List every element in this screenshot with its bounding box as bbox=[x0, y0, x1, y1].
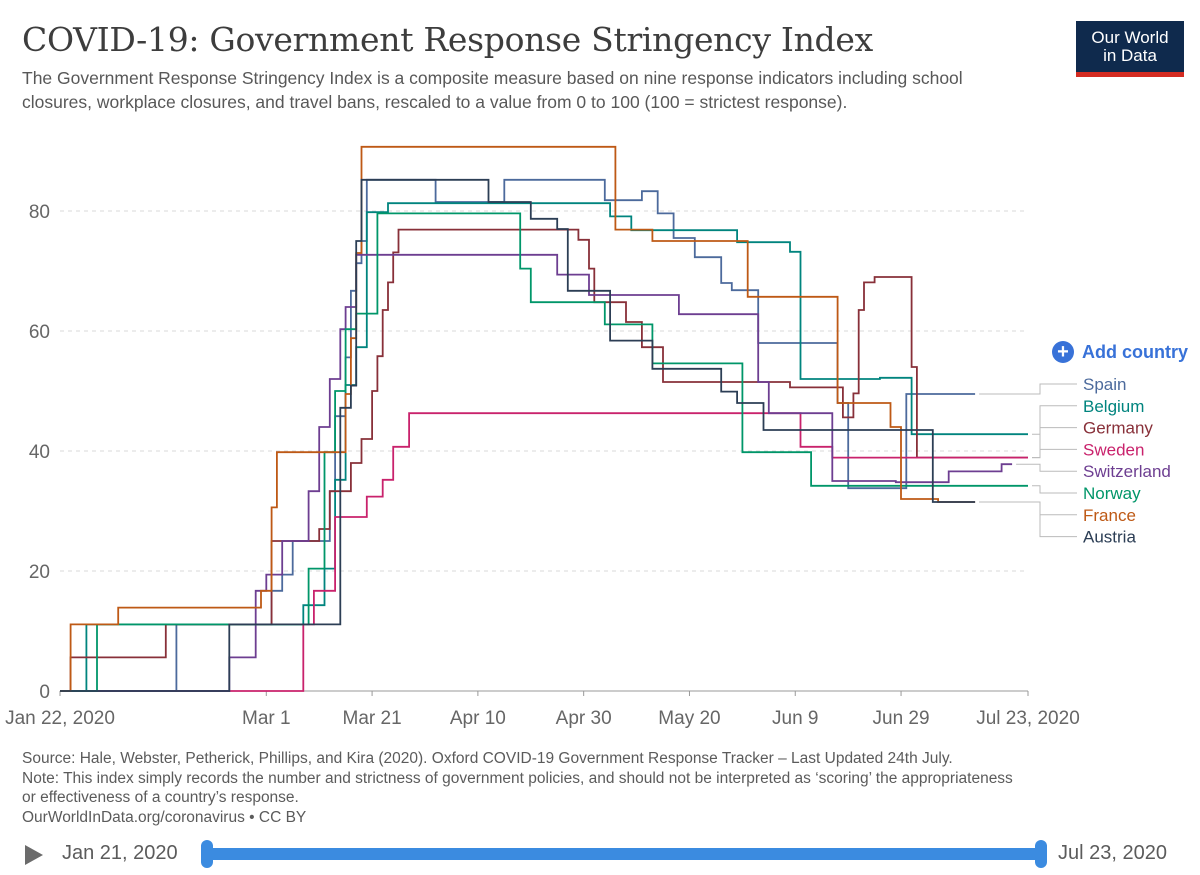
series-line-norway bbox=[60, 212, 1028, 692]
x-tick-label-4: Apr 30 bbox=[556, 708, 612, 729]
legend[interactable]: Spain Belgium Germany Sweden Switzerland Norw… bbox=[979, 375, 1171, 547]
chart-subtitle: The Government Response Stringency Index… bbox=[22, 68, 963, 112]
legend-label-switzerland[interactable]: Switzerland bbox=[1083, 462, 1171, 481]
y-tick-label-80: 80 bbox=[29, 202, 50, 223]
series-lines bbox=[60, 145, 1028, 692]
legend-connector-norway bbox=[1032, 485, 1077, 494]
legend-connector-switzerland bbox=[1016, 463, 1077, 472]
timeline-start-handle[interactable] bbox=[201, 840, 213, 868]
logo-line-1: Our World bbox=[1091, 28, 1169, 47]
x-tick-label-0: Jan 22, 2020 bbox=[5, 708, 115, 729]
x-tick-label-2: Mar 21 bbox=[343, 708, 402, 729]
series-line-switzerland bbox=[60, 253, 1013, 692]
chart-footer: Source: Hale, Webster, Petherick, Philli… bbox=[22, 749, 1152, 827]
legend-connector-sweden bbox=[1032, 448, 1077, 459]
timeline-end-handle[interactable] bbox=[1035, 840, 1047, 868]
y-tick-label-0: 0 bbox=[39, 682, 50, 703]
series-line-sweden bbox=[60, 412, 1028, 692]
plus-circle-icon: + bbox=[1052, 341, 1074, 363]
note-text-line-1: Note: This index simply records the numb… bbox=[22, 769, 1013, 787]
legend-connector-france bbox=[979, 501, 1077, 516]
series-line-france bbox=[60, 145, 976, 692]
note-text-line-2: or effectiveness of a country’s response… bbox=[22, 789, 299, 806]
credit-text: OurWorldInData.org/coronavirus • CC BY bbox=[22, 808, 307, 826]
legend-label-norway[interactable]: Norway bbox=[1083, 484, 1141, 503]
x-tick-label-3: Apr 10 bbox=[450, 708, 506, 729]
timeline-track[interactable] bbox=[205, 848, 1043, 860]
x-tick-label-7: Jun 29 bbox=[873, 708, 930, 729]
series-line-austria bbox=[60, 178, 976, 692]
x-tick-label-8: Jul 23, 2020 bbox=[976, 708, 1080, 729]
x-axis: Jan 22, 2020 Mar 1 Mar 21 Apr 10 Apr 30 May 2… bbox=[5, 690, 1080, 729]
chart-title: COVID-19: Government Response Stringency… bbox=[22, 20, 873, 59]
y-axis: 0 20 40 60 80 bbox=[29, 202, 50, 703]
x-tick-label-1: Mar 1 bbox=[242, 708, 291, 729]
x-tick-label-5: May 20 bbox=[658, 708, 720, 729]
series-line-belgium bbox=[60, 202, 1028, 692]
series-line-spain bbox=[60, 178, 976, 692]
legend-label-sweden[interactable]: Sweden bbox=[1083, 440, 1144, 459]
series-line-germany bbox=[60, 228, 1028, 692]
legend-label-germany[interactable]: Germany bbox=[1083, 419, 1153, 438]
y-tick-label-60: 60 bbox=[29, 322, 50, 343]
y-tick-label-40: 40 bbox=[29, 442, 50, 463]
legend-connector-germany bbox=[1032, 427, 1077, 459]
legend-label-spain[interactable]: Spain bbox=[1083, 375, 1126, 394]
owid-logo[interactable]: Our World in Data bbox=[1076, 21, 1184, 77]
legend-connector-spain bbox=[979, 383, 1077, 395]
x-tick-label-6: Jun 9 bbox=[772, 708, 818, 729]
legend-connector-belgium bbox=[1032, 405, 1077, 435]
timeline-end-label: Jul 23, 2020 bbox=[1058, 842, 1167, 864]
add-country-button[interactable]: + Add country bbox=[1052, 341, 1188, 363]
timeline[interactable]: Jan 21, 2020 Jul 23, 2020 bbox=[0, 838, 1200, 874]
gridlines bbox=[60, 210, 1028, 572]
legend-label-belgium[interactable]: Belgium bbox=[1083, 397, 1144, 416]
legend-label-france[interactable]: France bbox=[1083, 506, 1136, 525]
add-country-label: Add country bbox=[1082, 341, 1188, 362]
legend-label-austria[interactable]: Austria bbox=[1083, 528, 1136, 547]
timeline-start-label: Jan 21, 2020 bbox=[62, 842, 178, 864]
logo-line-2: in Data bbox=[1103, 46, 1157, 65]
play-icon[interactable] bbox=[25, 845, 43, 865]
source-text: Source: Hale, Webster, Petherick, Philli… bbox=[22, 750, 953, 767]
legend-connector-austria bbox=[979, 501, 1077, 538]
y-tick-label-20: 20 bbox=[29, 562, 50, 583]
